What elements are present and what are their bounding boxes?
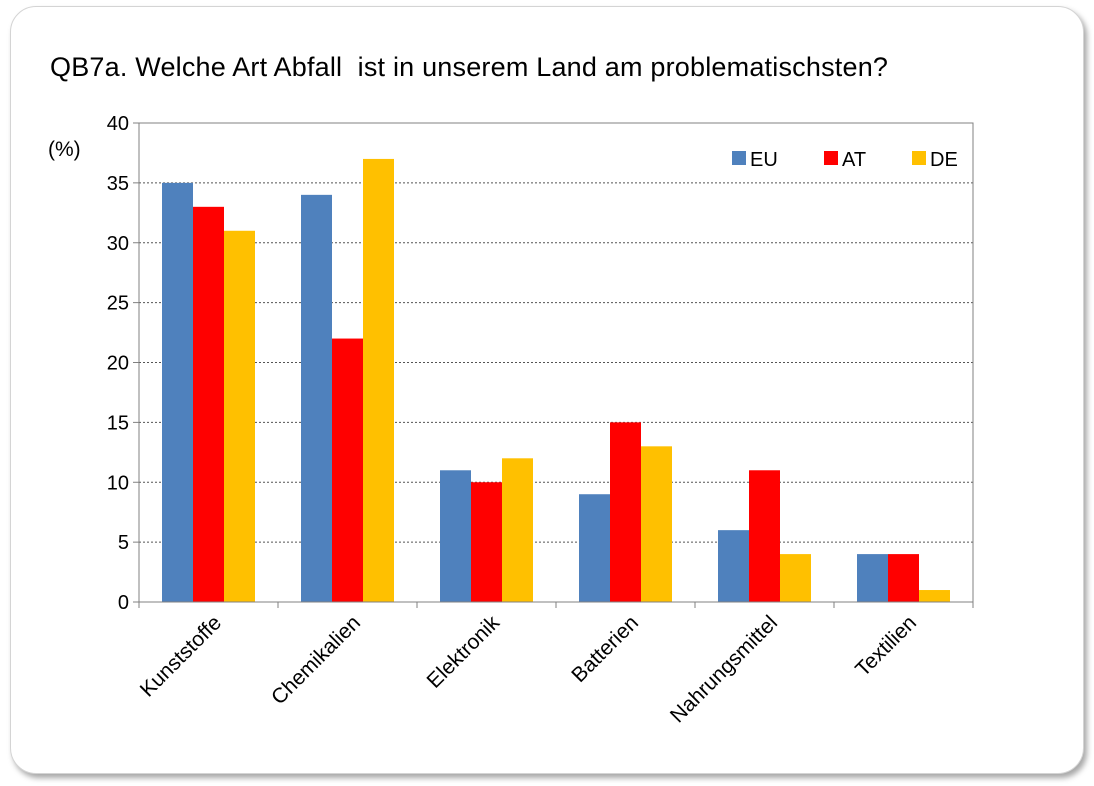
bar-eu-nahrungsmittel [718, 530, 749, 602]
bar-eu-chemikalien [301, 194, 332, 602]
y-tick-label: 10 [107, 472, 129, 494]
bar-de-kunststoffe [224, 230, 255, 602]
legend-swatch-at [824, 151, 838, 165]
bar-at-textilien [888, 554, 919, 602]
y-tick-label: 15 [107, 412, 129, 434]
bar-eu-kunststoffe [162, 182, 193, 602]
legend-label-eu: EU [750, 149, 778, 171]
y-tick-label: 30 [107, 233, 129, 255]
bar-de-nahrungsmittel [780, 554, 811, 602]
bar-at-elektronik [471, 482, 502, 602]
bar-eu-elektronik [440, 470, 471, 602]
x-tick-label: Kunststoffe [136, 611, 226, 701]
legend-swatch-eu [732, 151, 746, 165]
bar-de-chemikalien [363, 158, 394, 603]
x-tick-label: Chemikalien [267, 611, 365, 709]
x-tick-label: Nahrungsmittel [666, 611, 782, 727]
bar-at-batterien [610, 422, 641, 602]
y-axis-label: (%) [48, 138, 81, 161]
bar-at-chemikalien [332, 338, 363, 602]
bar-de-batterien [641, 446, 672, 602]
gridlines [139, 122, 973, 602]
bar-at-kunststoffe [193, 206, 224, 602]
bar-de-elektronik [502, 458, 533, 602]
bar-eu-batterien [579, 494, 610, 602]
bar-at-nahrungsmittel [749, 470, 780, 602]
y-tick-label: 20 [107, 353, 129, 375]
x-tick-label: Textilien [851, 611, 921, 681]
x-tick-label: Elektronik [423, 611, 505, 693]
legend-swatch-de [912, 151, 926, 165]
y-tick-label: 35 [107, 173, 129, 195]
y-tick-label: 40 [107, 113, 129, 135]
y-tick-label: 5 [118, 532, 129, 554]
x-tick-label: Batterien [567, 611, 643, 687]
legend-label-at: AT [842, 149, 866, 171]
y-tick-label: 25 [107, 293, 129, 315]
y-tick-label: 0 [118, 592, 129, 614]
bar-de-textilien [919, 590, 950, 602]
legend: EU AT DE [732, 149, 958, 171]
bars [162, 158, 950, 603]
chart-title: QB7a. Welche Art Abfall ist in unserem L… [50, 52, 889, 82]
bar-eu-textilien [857, 554, 888, 602]
legend-label-de: DE [930, 149, 958, 171]
